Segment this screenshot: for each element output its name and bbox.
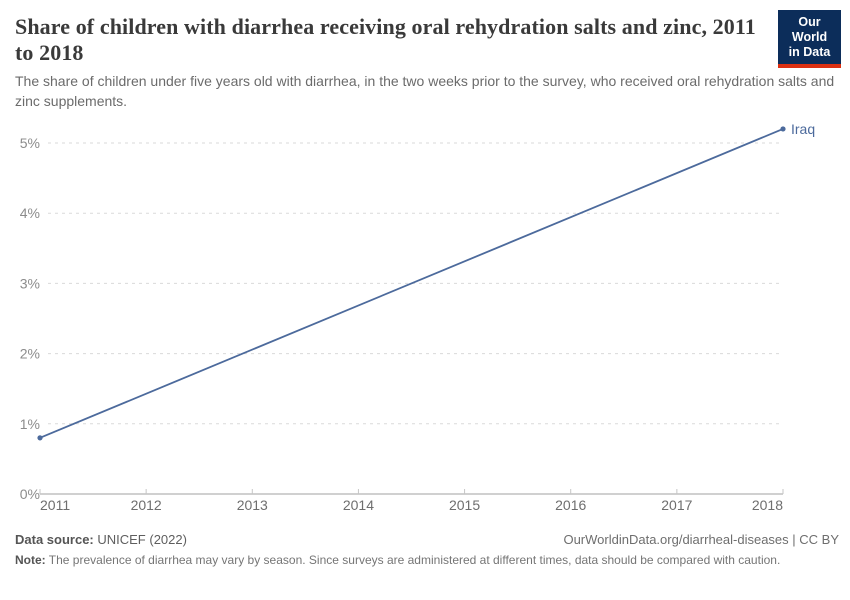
x-axis-tick-label: 2018	[752, 497, 783, 513]
x-axis-tick-label: 2016	[555, 497, 586, 513]
series-line	[39, 128, 784, 439]
x-axis-tick-label: 2011	[40, 497, 70, 513]
y-axis-tick-label: 3%	[20, 275, 40, 291]
data-point-marker	[780, 126, 786, 132]
chart-footer: Data source: UNICEF (2022) OurWorldinDat…	[15, 532, 839, 568]
y-axis-tick-label: 0%	[20, 486, 40, 502]
data-source-value: UNICEF (2022)	[93, 532, 187, 547]
data-source: Data source: UNICEF (2022)	[15, 532, 187, 548]
y-axis-tick-label: 4%	[20, 205, 40, 221]
owid-logo: Our World in Data	[778, 10, 841, 68]
source-row: Data source: UNICEF (2022) OurWorldinDat…	[15, 532, 839, 548]
attribution-link[interactable]: OurWorldinData.org/diarrheal-diseases | …	[563, 532, 839, 547]
x-axis-tick-label: 2012	[131, 497, 162, 513]
chart-subtitle: The share of children under five years o…	[15, 73, 835, 109]
series-end-label: Iraq	[791, 121, 815, 137]
data-source-label: Data source:	[15, 532, 94, 547]
data-point-marker	[37, 435, 43, 441]
chart-title: Share of children with diarrhea receivin…	[15, 14, 756, 65]
y-axis-tick-label: 1%	[20, 416, 40, 432]
x-axis-tick-label: 2014	[343, 497, 374, 513]
chart-note: Note: The prevalence of diarrhea may var…	[15, 553, 793, 568]
y-axis-tick-label: 2%	[20, 346, 40, 362]
x-axis-tick-label: 2017	[661, 497, 692, 513]
owid-logo-line2: in Data	[788, 45, 831, 59]
note-label: Note:	[15, 553, 46, 567]
x-axis-tick-label: 2013	[237, 497, 268, 513]
owid-logo-line1: Our World	[791, 15, 828, 44]
note-text: The prevalence of diarrhea may vary by s…	[45, 553, 781, 567]
x-axis-tick-label: 2015	[449, 497, 480, 513]
y-axis-tick-label: 5%	[20, 135, 40, 151]
